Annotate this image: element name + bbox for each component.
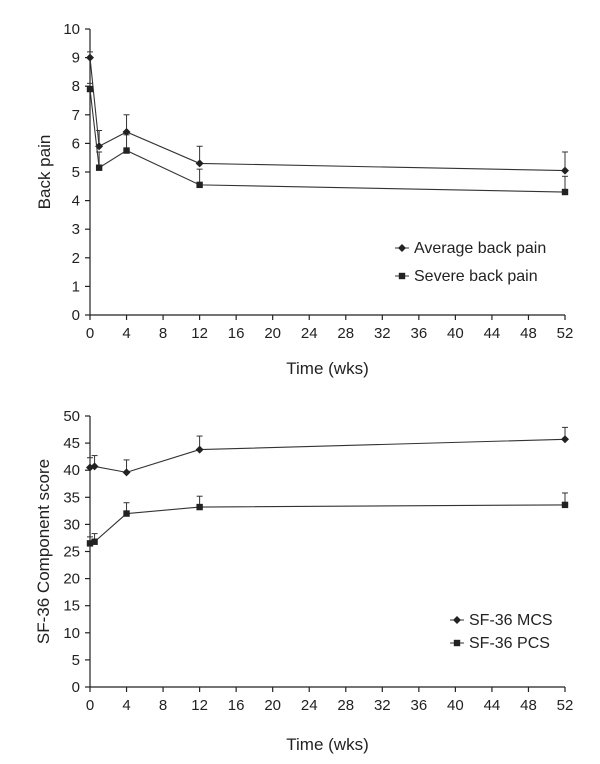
data-point bbox=[195, 445, 204, 454]
data-point bbox=[86, 540, 94, 547]
data-point bbox=[561, 166, 569, 175]
x-tick-label: 0 bbox=[86, 325, 94, 342]
y-tick-label: 30 bbox=[63, 516, 80, 533]
data-point bbox=[123, 147, 130, 154]
y-tick-label: 5 bbox=[72, 652, 80, 669]
y-tick-label: 35 bbox=[63, 489, 80, 506]
x-tick-label: 12 bbox=[191, 325, 208, 342]
x-tick-label: 24 bbox=[301, 325, 318, 342]
y-tick-label: 8 bbox=[72, 78, 80, 95]
legend-item: SF-36 PCS bbox=[450, 635, 550, 652]
y-tick-label: 50 bbox=[63, 408, 80, 425]
y-tick-label: 25 bbox=[63, 544, 80, 561]
x-tick-label: 12 bbox=[191, 697, 208, 714]
data-point bbox=[95, 164, 103, 171]
data-point bbox=[86, 53, 94, 62]
series-1 bbox=[86, 51, 569, 175]
data-point bbox=[196, 181, 203, 189]
x-tick-label: 44 bbox=[484, 325, 501, 342]
x-axis-label: Time (wks) bbox=[286, 359, 368, 378]
legend-marker bbox=[398, 272, 406, 280]
legend-label: Average back pain bbox=[414, 240, 546, 257]
legend-item: Average back pain bbox=[395, 240, 546, 257]
series-2 bbox=[86, 82, 569, 196]
y-tick-label: 9 bbox=[72, 50, 80, 67]
x-tick-label: 32 bbox=[374, 325, 391, 342]
x-tick-label: 16 bbox=[228, 697, 245, 714]
x-tick-label: 28 bbox=[337, 325, 354, 342]
x-tick-label: 20 bbox=[264, 325, 281, 342]
legend-marker bbox=[453, 616, 461, 624]
legend-item: SF-36 MCS bbox=[450, 612, 553, 629]
y-tick-label: 20 bbox=[63, 571, 80, 588]
x-tick-label: 52 bbox=[557, 325, 574, 342]
data-point bbox=[561, 435, 569, 444]
data-point bbox=[561, 501, 569, 509]
y-tick-label: 5 bbox=[72, 164, 80, 181]
legend-label: Severe back pain bbox=[414, 268, 538, 285]
y-tick-label: 2 bbox=[72, 250, 80, 267]
y-tick-label: 45 bbox=[63, 435, 80, 452]
series-line bbox=[89, 438, 566, 473]
x-tick-label: 48 bbox=[520, 325, 537, 342]
x-tick-label: 44 bbox=[484, 697, 501, 714]
legend-label: SF-36 MCS bbox=[469, 612, 553, 629]
data-point bbox=[561, 188, 569, 196]
data-point bbox=[196, 503, 203, 511]
x-tick-label: 8 bbox=[159, 697, 167, 714]
y-tick-label: 15 bbox=[63, 598, 80, 615]
series-line bbox=[89, 88, 566, 193]
x-tick-label: 48 bbox=[520, 697, 537, 714]
y-tick-label: 10 bbox=[63, 625, 80, 642]
data-point bbox=[122, 468, 131, 477]
y-axis-label: Back pain bbox=[35, 135, 54, 210]
x-tick-label: 52 bbox=[557, 697, 574, 714]
y-tick-label: 40 bbox=[63, 462, 80, 479]
x-tick-label: 36 bbox=[411, 697, 428, 714]
legend-marker bbox=[398, 244, 406, 252]
series-2 bbox=[86, 492, 569, 547]
x-tick-label: 16 bbox=[228, 325, 245, 342]
series-1 bbox=[86, 426, 569, 477]
data-point bbox=[86, 85, 94, 93]
x-tick-label: 4 bbox=[122, 697, 130, 714]
legend-item: Severe back pain bbox=[395, 268, 538, 285]
x-tick-label: 24 bbox=[301, 697, 318, 714]
y-tick-label: 1 bbox=[72, 278, 80, 295]
legend-marker bbox=[453, 639, 461, 647]
x-tick-label: 20 bbox=[264, 697, 281, 714]
x-tick-label: 40 bbox=[447, 325, 464, 342]
legend-label: SF-36 PCS bbox=[469, 635, 550, 652]
x-tick-label: 0 bbox=[86, 697, 94, 714]
data-point bbox=[122, 127, 131, 136]
data-point bbox=[90, 462, 99, 471]
y-tick-label: 3 bbox=[72, 221, 80, 238]
y-tick-label: 10 bbox=[63, 21, 80, 38]
x-tick-label: 4 bbox=[122, 325, 130, 342]
data-point bbox=[195, 159, 204, 168]
x-tick-label: 32 bbox=[374, 697, 391, 714]
y-tick-label: 0 bbox=[72, 307, 80, 324]
data-point bbox=[91, 538, 98, 545]
data-point bbox=[123, 510, 130, 517]
series-line bbox=[89, 504, 566, 544]
y-tick-label: 6 bbox=[72, 135, 80, 152]
y-tick-label: 4 bbox=[72, 193, 80, 210]
x-tick-label: 40 bbox=[447, 697, 464, 714]
x-tick-label: 36 bbox=[411, 325, 428, 342]
y-tick-label: 0 bbox=[72, 679, 80, 696]
y-axis-label: SF-36 Component score bbox=[34, 459, 53, 644]
x-tick-label: 28 bbox=[337, 697, 354, 714]
x-axis-label: Time (wks) bbox=[286, 735, 368, 754]
y-tick-label: 7 bbox=[72, 107, 80, 124]
series-line bbox=[89, 57, 566, 172]
x-tick-label: 8 bbox=[159, 325, 167, 342]
